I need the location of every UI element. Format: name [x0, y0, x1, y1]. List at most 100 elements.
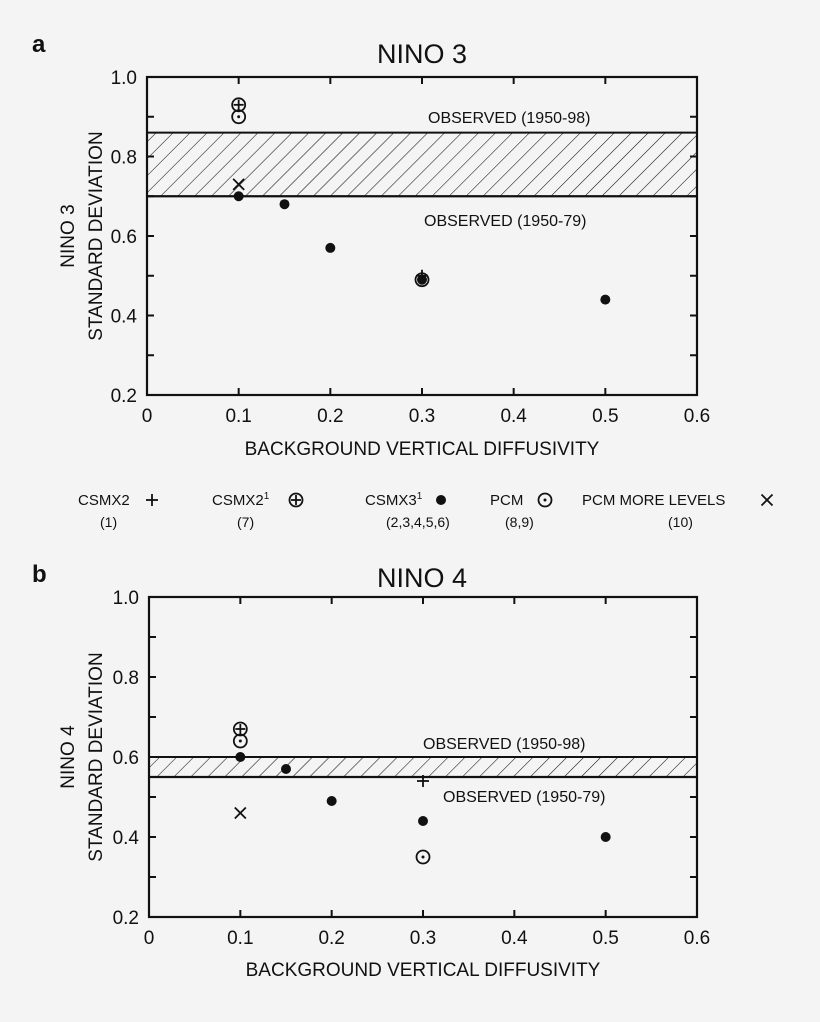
- legend-name: CSMX2: [212, 492, 264, 509]
- x-tick-label: 0.1: [227, 928, 253, 949]
- center-dot: [421, 855, 425, 859]
- observed-lower-label: OBSERVED (1950-79): [424, 213, 586, 230]
- center-dot: [543, 498, 547, 502]
- y-axis-label: STANDARD DEVIATION: [86, 131, 107, 340]
- y-tick-label: 0.6: [113, 748, 139, 769]
- legend-sup: 1: [264, 491, 270, 502]
- legend: CSMX2 (1) CSMX21(7) CSMX31(2,3,4,5,6) PCM (8,…: [78, 491, 774, 530]
- legend-item: PCM (8,9): [490, 492, 553, 530]
- x-axis-label: BACKGROUND VERTICAL DIFFUSIVITY: [245, 439, 600, 460]
- observed-band: [149, 757, 697, 777]
- data-point-dot: [326, 796, 337, 806]
- circle-marker: [232, 733, 248, 749]
- panel-label: a: [32, 31, 46, 58]
- cross-b: [234, 806, 247, 820]
- center-dot: [237, 115, 241, 119]
- panel-label: b: [32, 561, 47, 588]
- legend-marker-cross: [760, 493, 774, 507]
- legend-label: CSMX21: [212, 491, 270, 509]
- dot-marker: [418, 816, 428, 826]
- y-tick-label: 0.2: [113, 908, 139, 929]
- y-tick-label: 1.0: [111, 68, 137, 89]
- data-point-cross: [234, 806, 247, 820]
- y-axis-label: NINO 3: [58, 204, 79, 267]
- x-tick-label: 0.5: [592, 406, 618, 427]
- x-tick-label: 0.6: [684, 406, 710, 427]
- panel-a: a NINO 3 NINO 3 STANDARD DEVIATION BACKGROUN…: [32, 31, 710, 460]
- circle-marker: [537, 492, 553, 508]
- dot-marker: [279, 199, 290, 210]
- data-point-dot: [279, 199, 290, 210]
- data-point-dot: [233, 191, 244, 202]
- panel-b: b NINO 4 NINO 4 STANDARD DEVIATION BACKGROUN…: [32, 561, 710, 981]
- data-point-circle-plus: [232, 721, 248, 737]
- y-tick-label: 0.6: [111, 227, 137, 248]
- legend-marker-plus: [146, 494, 158, 506]
- legend-label: CSMX2: [78, 492, 130, 509]
- circle-marker: [288, 492, 304, 508]
- data-point-circle-dot: [415, 849, 431, 865]
- observed-band: [147, 132, 697, 197]
- x-tick-label: 0.4: [501, 928, 528, 949]
- data-point-plus: [417, 775, 429, 787]
- legend-item: PCM MORE LEVELS (10): [582, 492, 774, 530]
- dot-marker: [235, 752, 246, 762]
- data-point-cross: [232, 178, 245, 191]
- x-tick-label: 0.3: [409, 406, 435, 427]
- y-axis-label: STANDARD DEVIATION: [86, 652, 107, 861]
- y-tick-label: 1.0: [113, 588, 139, 609]
- legend-name: PCM: [490, 492, 523, 509]
- x-tick-label: 0.5: [592, 928, 618, 949]
- data-point-circle-dot: [231, 109, 247, 125]
- legend-sup: 1: [417, 491, 423, 502]
- dot-marker: [326, 796, 337, 806]
- dot-marker: [436, 495, 446, 505]
- legend-marker-circle-plus: [288, 492, 304, 508]
- data-point-circle-dot: [232, 733, 248, 749]
- dot-marker: [325, 242, 336, 253]
- y-axis-label: NINO 4: [58, 725, 79, 789]
- circle-marker: [414, 272, 430, 288]
- observed-lower-label: OBSERVED (1950-79): [443, 789, 605, 806]
- dot-marker: [600, 294, 611, 305]
- legend-item: CSMX21 (7): [212, 491, 304, 530]
- x-axis-label: BACKGROUND VERTICAL DIFFUSIVITY: [246, 960, 601, 981]
- legend-name: CSMX2: [78, 492, 130, 509]
- x-tick-label: 0.6: [684, 928, 710, 949]
- legend-name: CSMX3: [365, 492, 417, 509]
- cross-b: [760, 493, 774, 507]
- x-tick-label: 0: [142, 406, 153, 427]
- y-tick-label: 0.2: [111, 386, 137, 407]
- y-tick-label: 0.8: [113, 668, 139, 689]
- data-point-dot: [600, 294, 611, 305]
- data-point-dot: [418, 816, 428, 826]
- observed-upper-label: OBSERVED (1950-98): [428, 110, 590, 127]
- legend-item: CSMX31 (2,3,4,5,6): [365, 491, 450, 530]
- legend-runs: (1): [100, 514, 117, 530]
- x-tick-label: 0: [144, 928, 155, 949]
- legend-label: CSMX31: [365, 491, 423, 509]
- legend-runs: (8,9): [505, 514, 534, 530]
- legend-item: CSMX2 (1): [78, 492, 158, 530]
- data-point-dot: [325, 242, 336, 253]
- x-tick-label: 0.3: [410, 928, 436, 949]
- legend-label: PCM MORE LEVELS: [582, 492, 725, 509]
- chart-title: NINO 3: [377, 39, 467, 69]
- dot-marker: [281, 764, 291, 774]
- data-point-dot: [281, 764, 291, 774]
- x-tick-label: 0.2: [318, 928, 344, 949]
- legend-label: PCM: [490, 492, 523, 509]
- x-tick-label: 0.4: [500, 406, 527, 427]
- legend-marker-circle-dot: [537, 492, 553, 508]
- y-tick-label: 0.8: [111, 148, 137, 169]
- x-tick-label: 0.1: [225, 406, 251, 427]
- center-dot: [420, 278, 424, 282]
- x-tick-label: 0.2: [317, 406, 343, 427]
- data-point-circle-dot: [414, 272, 430, 288]
- legend-marker-dot: [436, 495, 446, 505]
- y-tick-label: 0.4: [111, 307, 138, 328]
- data-point-dot: [600, 832, 611, 842]
- legend-name: PCM MORE LEVELS: [582, 492, 725, 509]
- data-point-circle-plus: [231, 97, 247, 113]
- y-tick-label: 0.4: [113, 828, 140, 849]
